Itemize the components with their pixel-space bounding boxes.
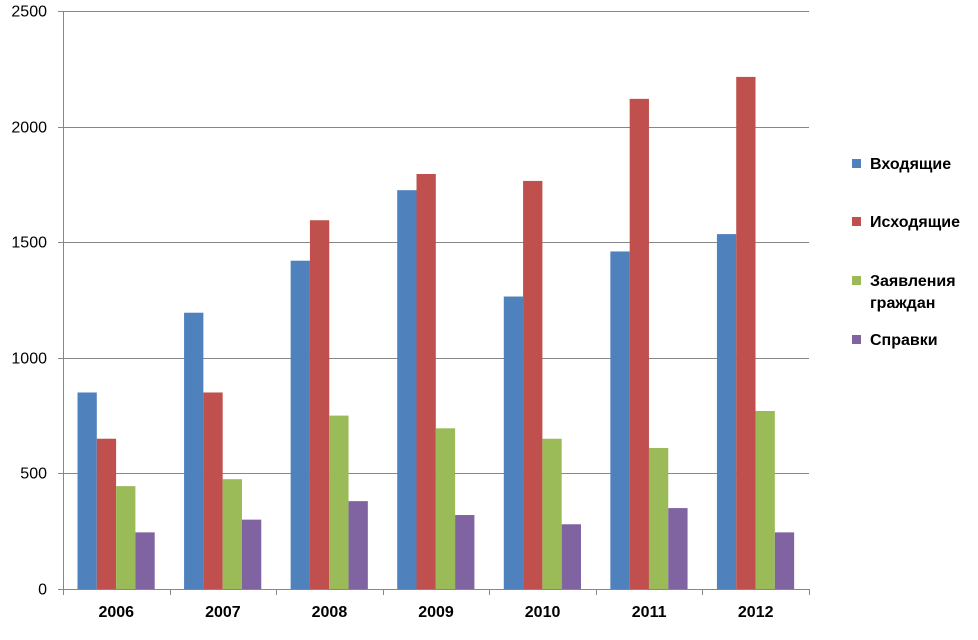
gridlines xyxy=(63,11,809,474)
x-tick-label: 2009 xyxy=(418,604,454,621)
bar xyxy=(348,501,368,589)
x-tick-label: 2008 xyxy=(312,604,348,621)
bar xyxy=(222,479,242,589)
bar xyxy=(290,260,310,589)
y-tick-label: 500 xyxy=(20,466,47,483)
bar xyxy=(184,312,204,589)
bar xyxy=(542,438,562,589)
bar xyxy=(135,532,155,589)
legend-label: Исходящие xyxy=(870,214,960,231)
bar xyxy=(716,234,737,590)
bar xyxy=(455,515,475,589)
bar xyxy=(755,410,775,589)
bar xyxy=(648,447,669,589)
y-tick-label: 1000 xyxy=(11,351,47,368)
y-tick-label: 2000 xyxy=(11,120,47,137)
y-tick-label: 1500 xyxy=(11,235,47,252)
y-tick-labels: 0 500 1000 1500 2000 2500 xyxy=(11,4,47,599)
legend-swatch xyxy=(852,217,861,226)
x-tick-label: 2006 xyxy=(98,604,134,621)
y-tick-label: 2500 xyxy=(11,4,47,21)
bar xyxy=(329,415,349,589)
legend-swatch xyxy=(852,335,861,344)
bar xyxy=(416,174,436,589)
axes xyxy=(58,11,810,595)
bar xyxy=(77,392,97,589)
bar xyxy=(774,532,795,589)
legend-item-spravki: Справки xyxy=(852,330,978,352)
x-tick-label: 2010 xyxy=(525,604,561,621)
bar xyxy=(503,296,524,589)
x-tick-label: 2012 xyxy=(738,604,774,621)
bar xyxy=(116,486,136,589)
bar xyxy=(241,519,262,589)
bar xyxy=(203,392,223,589)
legend-label: Справки xyxy=(870,332,938,349)
bar xyxy=(96,438,117,589)
bar xyxy=(561,524,581,589)
legend-swatch xyxy=(852,159,861,168)
legend-item-zayavleniya-grazhdan: Заявления граждан xyxy=(852,271,978,315)
bar xyxy=(610,251,630,589)
bar xyxy=(397,190,417,589)
x-tick-label: 2007 xyxy=(205,604,241,621)
bar xyxy=(736,76,756,589)
legend-swatch xyxy=(852,276,861,285)
bar xyxy=(523,180,543,589)
legend-label: Входящие xyxy=(870,156,952,173)
legend-label: Заявления граждан xyxy=(870,273,956,312)
legend-item-vkhodyashchie: Входящие xyxy=(852,154,978,176)
y-tick-label: 0 xyxy=(38,582,47,599)
bar xyxy=(629,98,649,590)
bar xyxy=(309,220,330,590)
bar xyxy=(668,508,688,589)
bars xyxy=(77,76,795,590)
legend-item-iskhodyashchie: Исходящие xyxy=(852,212,978,234)
x-tick-labels: 2006 2007 2008 2009 2010 2011 2012 xyxy=(98,604,773,621)
bar xyxy=(435,428,456,589)
x-tick-label: 2011 xyxy=(632,604,667,621)
